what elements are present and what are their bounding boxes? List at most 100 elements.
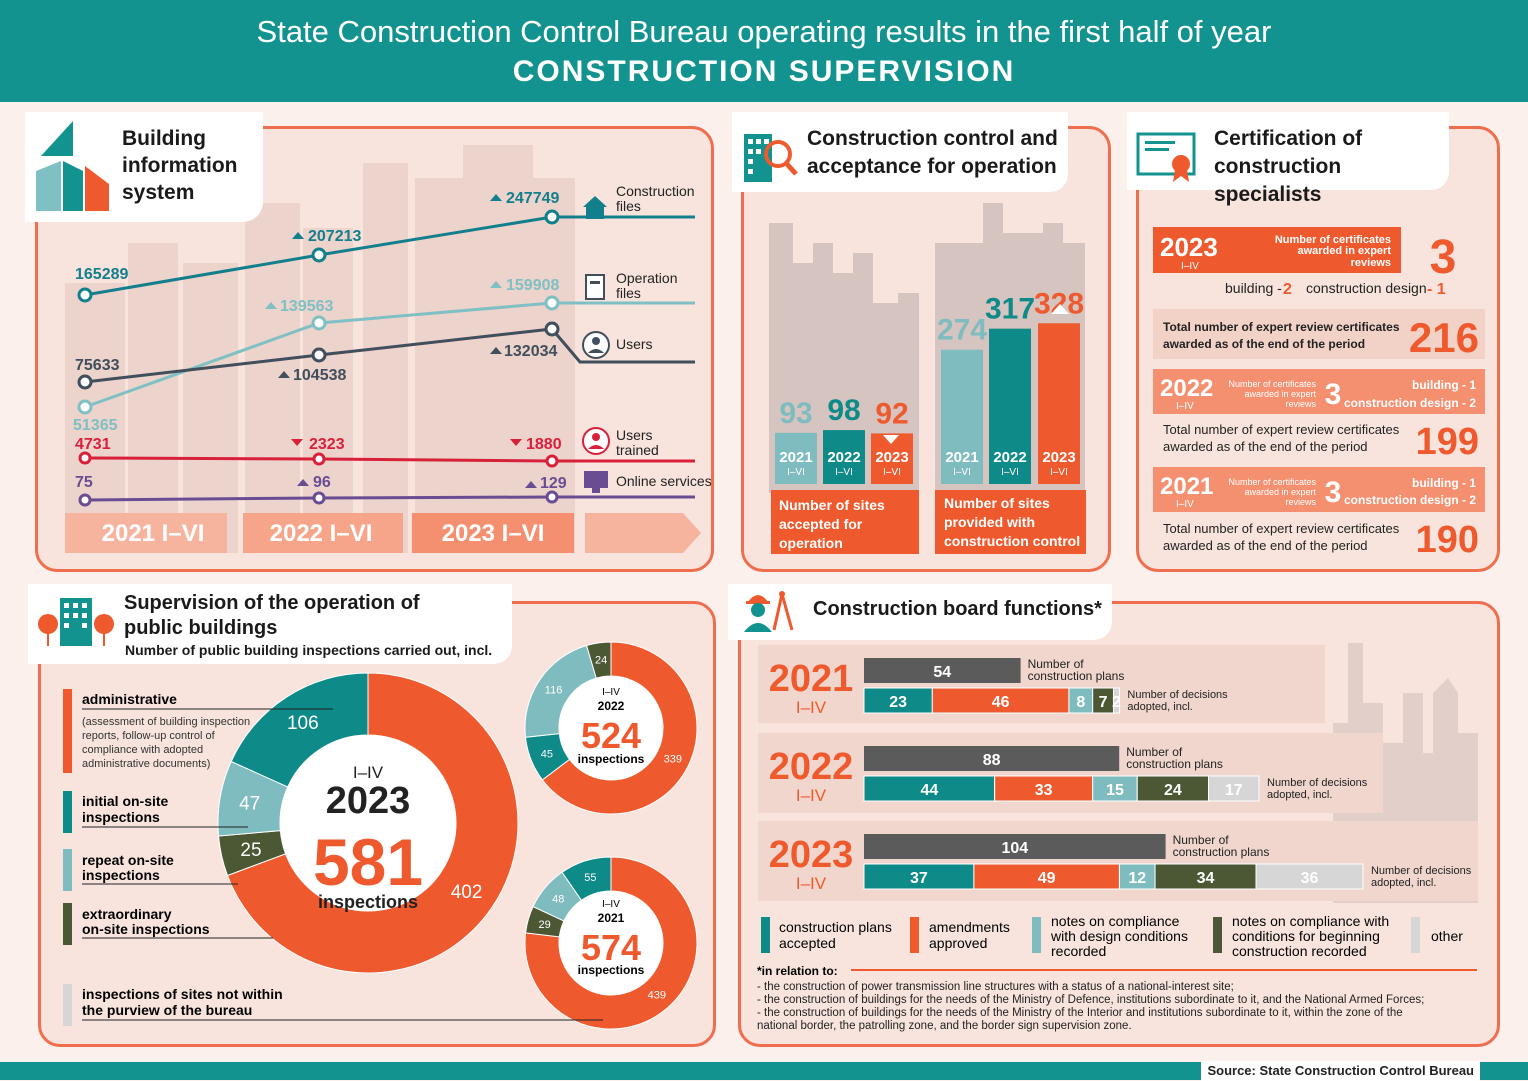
- point-operation-files-2023: [544, 295, 560, 311]
- legend-operation-files-1: Operation: [616, 270, 677, 286]
- provided-bar-2023: [1038, 323, 1080, 484]
- public-building-icon: [38, 598, 114, 646]
- provided-caption-3: construction control: [944, 533, 1080, 549]
- board-decision-bar-2022-beginning-notes: [1136, 775, 1210, 802]
- board-decisions-label-2-2021: adopted, incl.: [1127, 701, 1192, 713]
- legend-users: Users: [616, 336, 653, 352]
- label-operation-files-2021: 51365: [73, 417, 118, 434]
- cert-2022-label-1: Number of certificates: [1228, 379, 1316, 389]
- board-decision-bar-2023-other: [1255, 863, 1364, 890]
- board-legend-4c: construction recorded: [1232, 943, 1367, 959]
- point-users-trained-2023: [545, 454, 559, 468]
- accepted-year-2023: 2023: [875, 449, 908, 466]
- bis-title-line-1: Building: [122, 127, 206, 150]
- legend-repeat-1: repeat on-site: [82, 852, 174, 868]
- house-icon: [583, 196, 607, 219]
- board-decision-value-2022-beginning-notes: 24: [1164, 782, 1182, 799]
- cert-2022-year: 2022: [1160, 375, 1213, 402]
- board-title-text: Construction board functions*: [813, 598, 1102, 620]
- provided-period-2022: I–VI: [1001, 467, 1019, 478]
- board-decision-bar-2023-beginning-notes: [1154, 863, 1257, 890]
- building-search-icon: [744, 134, 798, 182]
- board-decision-value-2021-design-notes: 8: [1076, 694, 1085, 711]
- supervision-donuts: 402 25 47 106 339 45 116 24 439 29 48 55 I–IV 202…: [63, 641, 698, 1030]
- cert-2023-building-val: 2: [1283, 281, 1292, 298]
- cert-2023-total-label-1: Total number of expert review certificat…: [1163, 320, 1400, 334]
- board-decision-value-2023-design-notes: 12: [1128, 870, 1146, 887]
- accepted-down-marker: [883, 435, 899, 444]
- board-legend-2a: amendments: [929, 919, 1010, 935]
- legend-users-trained-1: Users: [616, 427, 653, 443]
- user-icon: [582, 331, 610, 359]
- control-title-line-2: acceptance for operation: [807, 155, 1057, 178]
- point-users-trained-2022: [312, 452, 326, 466]
- label-construction-files-2023: 247749: [506, 190, 559, 207]
- donut-2021-period: I–IV: [602, 899, 620, 910]
- cert-2023-design: construction design: [1306, 280, 1427, 296]
- series-line-users-trained: [84, 456, 695, 463]
- board-year-2023: 2023: [769, 834, 854, 876]
- header: State Construction Control Bureau operat…: [0, 0, 1528, 102]
- point-online-services-2021: [78, 493, 92, 507]
- main-donut-period: I–IV: [353, 763, 384, 782]
- donut-2023-slice-label-initial: 106: [287, 713, 319, 734]
- legend-initial-1: initial on-site: [82, 793, 169, 809]
- series-line-operation-files: [84, 301, 695, 409]
- donut-2022-slice-label-initial: 45: [541, 748, 553, 760]
- accepted-year-2022: 2022: [827, 449, 860, 466]
- board-panel: 2021 I–IV 54 Number of construction plans 23 4…: [738, 601, 1500, 1047]
- cert-2021-label-2: awarded in expert: [1244, 487, 1316, 497]
- label-operation-files-2023: 159908: [506, 277, 559, 294]
- donut-2022-unit: inspections: [578, 752, 645, 766]
- accepted-caption-1: Number of sites: [779, 497, 885, 513]
- legend-construction-files-1: Construction: [616, 183, 695, 199]
- provided-bar-2021: [941, 349, 983, 484]
- point-users-2021: [77, 374, 93, 390]
- main-donut-unit: inspections: [318, 892, 418, 912]
- bis-period-bands: 2021 I–VI 2022 I–VI 2023 I–VI: [65, 513, 701, 553]
- legend-administrative: administrative: [82, 691, 177, 707]
- point-online-services-2023: [545, 490, 559, 504]
- cert-2023-label-1: Number of certificates: [1275, 234, 1391, 246]
- monitor-icon: [584, 471, 608, 493]
- donut-2022-total: 524: [581, 715, 641, 756]
- donut-2022-slice-label-repeat: 116: [545, 685, 563, 697]
- cert-2021-building: building - 1: [1412, 476, 1476, 490]
- main-donut-year: 2023: [326, 780, 411, 822]
- donut-2021-year: 2021: [598, 911, 625, 925]
- folder-icon: [585, 274, 605, 300]
- cert-2022-total: 199: [1416, 421, 1479, 463]
- cert-2022-total-label-2: awarded as of the end of the period: [1163, 439, 1368, 454]
- board-decision-bar-2022-amendments: [994, 775, 1094, 802]
- label-construction-files-2021: 165289: [75, 266, 128, 283]
- board-plans-value-2022: 88: [983, 752, 1001, 769]
- point-operation-files-2021: [77, 399, 93, 415]
- legend-operation-files-2: files: [616, 285, 641, 301]
- supervision-title-line-2: public buildings: [124, 617, 278, 639]
- control-title-line-1: Construction control and: [807, 127, 1058, 150]
- label-construction-files-2022: 207213: [308, 228, 361, 245]
- board-plans-label-2-2021: construction plans: [1028, 669, 1125, 683]
- legend-other-2: the purview of the bureau: [82, 1002, 252, 1018]
- donut-2021-slice-label-repeat: 48: [552, 893, 564, 905]
- board-decision-value-2021-accepted: 23: [889, 694, 907, 711]
- legend-admin-note-2: reports, follow-up control of: [82, 730, 216, 742]
- board-decision-bar-2021-other: [1112, 687, 1120, 714]
- donut-2023-slice-label-extraordinary: 25: [240, 840, 261, 861]
- bis-title-line-3: system: [122, 181, 195, 204]
- legend-admin-note-3: compliance with adopted: [82, 744, 203, 756]
- cert-2022-label-3: reviews: [1285, 399, 1316, 409]
- accepted-value-2021: 93: [779, 397, 812, 430]
- board-plans-bar-2021: [864, 658, 1021, 683]
- accepted-period-2022: I–VI: [835, 467, 853, 478]
- cert-2021-label-1: Number of certificates: [1228, 477, 1316, 487]
- cert-title-line-1: Certification of: [1214, 127, 1363, 150]
- board-decision-value-2023-other: 36: [1301, 870, 1319, 887]
- trained-user-icon: [582, 427, 610, 455]
- cert-2023-value: 3: [1430, 231, 1457, 284]
- label-users-trained-2022: 2323: [309, 436, 345, 453]
- cert-2021-total-label-2: awarded as of the end of the period: [1163, 538, 1368, 553]
- board-period-2021: I–IV: [796, 698, 827, 717]
